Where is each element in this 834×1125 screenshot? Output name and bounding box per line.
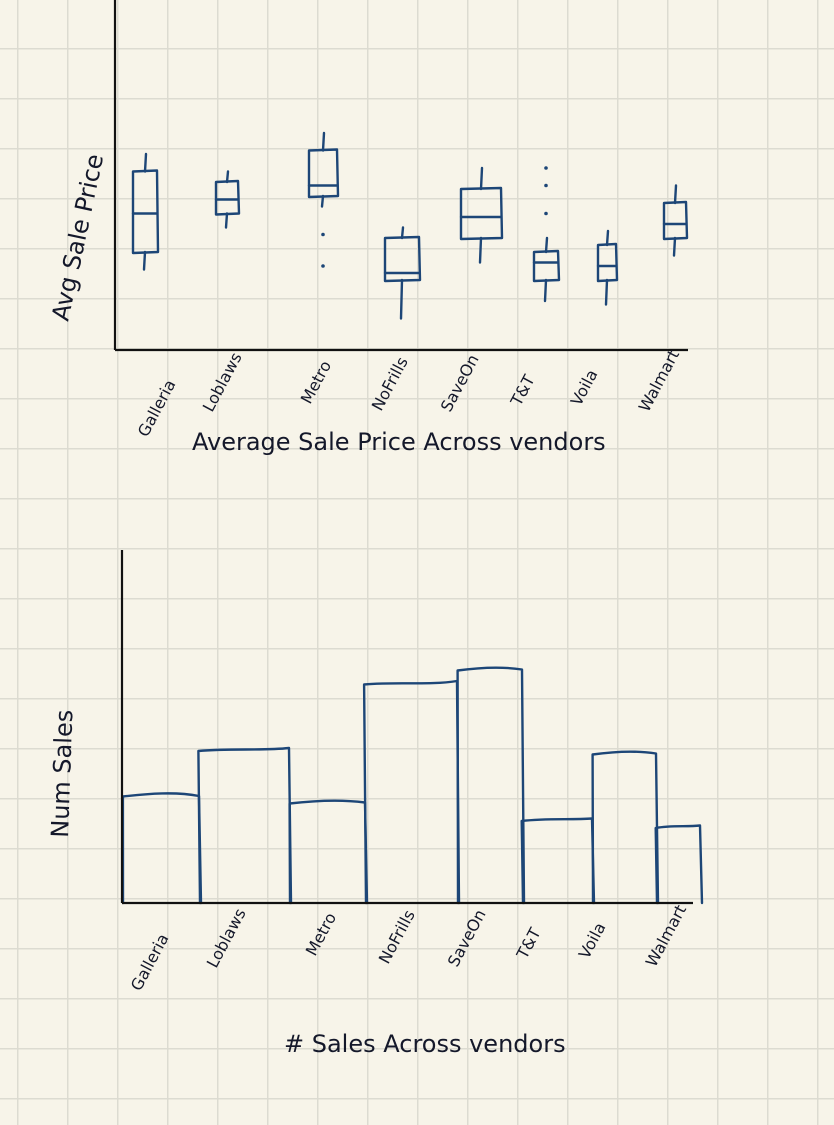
box-upper-whisker-voila	[605, 229, 610, 247]
box-metro	[307, 131, 340, 268]
box-walmart	[662, 184, 689, 257]
box-tick-label-voila: Voila	[567, 366, 602, 409]
bar-chart-title: # Sales Across vendors	[284, 1030, 566, 1058]
box-outlier-tt-2	[544, 166, 548, 170]
box-tick-label-tt: T&T	[506, 371, 538, 409]
box-body-walmart	[662, 200, 689, 241]
box-body-voila	[596, 242, 619, 283]
box-tick-label-walmart: Walmart	[635, 347, 683, 415]
box-outlier-metro-0	[321, 232, 325, 237]
bar-chart: Galleria Loblaws Metro NoFrills SaveOn T…	[46, 550, 704, 1058]
box-outlier-tt-1	[544, 183, 548, 188]
box-lower-whisker-loblaws	[224, 212, 229, 229]
box-tick-label-loblaws: Loblaws	[199, 349, 246, 415]
bar-chart-marks	[121, 666, 704, 905]
box-tick-label-galleria: Galleria	[134, 376, 180, 439]
bar-tick-label-voila: Voila	[575, 919, 610, 962]
box-lower-whisker-metro	[320, 194, 325, 208]
bar-saveon	[456, 666, 526, 905]
box-upper-whisker-galleria	[143, 152, 148, 173]
box-loblaws	[214, 170, 241, 229]
box-lower-whisker-saveon	[478, 236, 483, 264]
box-upper-whisker-loblaws	[225, 170, 230, 184]
box-lower-whisker-tt	[543, 278, 548, 303]
box-tick-label-nofrills: NoFrills	[368, 354, 412, 414]
box-galleria	[131, 152, 160, 271]
bar-chart-tick-labels: Galleria Loblaws Metro NoFrills SaveOn T…	[127, 902, 690, 994]
box-upper-whisker-nofrills	[400, 226, 405, 240]
bar-tick-label-metro: Metro	[302, 909, 340, 958]
box-outlier-tt-0	[544, 211, 548, 216]
box-plot-tick-labels: Galleria Loblaws Metro NoFrills SaveOn T…	[134, 347, 683, 440]
box-body-loblaws	[214, 179, 241, 216]
box-plot-chart: Galleria Loblaws Metro NoFrills SaveOn T…	[46, 0, 689, 456]
bar-tick-label-saveon: SaveOn	[444, 906, 490, 970]
bar-tick-label-tt: T&T	[512, 924, 544, 962]
box-outlier-metro-1	[321, 264, 325, 268]
box-upper-whisker-saveon	[479, 166, 484, 191]
bar-chart-y-label: Num Sales	[46, 709, 78, 838]
box-plot-marks	[131, 131, 689, 320]
bar-tick-label-galleria: Galleria	[127, 930, 173, 993]
box-upper-whisker-tt	[544, 236, 549, 254]
box-tick-label-metro: Metro	[297, 357, 335, 406]
box-voila	[596, 229, 619, 306]
box-body-nofrills	[383, 235, 422, 283]
box-tick-label-saveon: SaveOn	[437, 351, 483, 415]
box-upper-whisker-metro	[321, 131, 326, 152]
bar-voila	[591, 750, 660, 905]
bar-walmart	[654, 824, 704, 905]
box-lower-whisker-nofrills	[399, 278, 404, 320]
box-plot-title: Average Sale Price Across vendors	[192, 428, 606, 456]
bar-tick-label-nofrills: NoFrills	[375, 907, 419, 967]
bar-tt	[520, 817, 596, 905]
box-saveon	[459, 166, 504, 264]
box-upper-whisker-walmart	[673, 184, 678, 205]
box-lower-whisker-voila	[604, 278, 609, 306]
box-body-saveon	[459, 186, 504, 241]
box-tt	[532, 166, 561, 303]
box-lower-whisker-walmart	[672, 236, 677, 257]
bar-galleria	[121, 792, 203, 905]
box-lower-whisker-galleria	[142, 250, 147, 271]
box-body-metro	[307, 148, 340, 199]
box-body-galleria	[131, 169, 160, 255]
bar-metro	[288, 799, 369, 905]
bar-loblaws	[197, 746, 293, 905]
bar-tick-label-walmart: Walmart	[642, 902, 690, 970]
bar-tick-label-loblaws: Loblaws	[203, 905, 250, 971]
box-body-tt	[532, 249, 561, 283]
box-plot-y-label: Avg Sale Price	[46, 151, 109, 323]
bar-nofrills	[362, 679, 461, 905]
box-nofrills	[383, 226, 422, 320]
